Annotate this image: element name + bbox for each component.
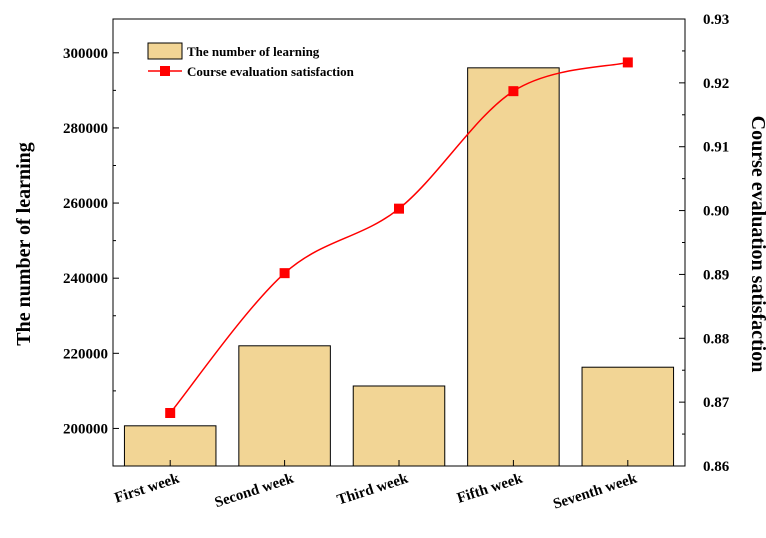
x-tick-label: First week <box>113 470 182 506</box>
right-tick-label: 0.92 <box>703 76 729 92</box>
right-y-axis: 0.86 0.87 0.88 0.89 0.90 0.91 0.92 0.93 <box>679 12 730 475</box>
right-tick-label: 0.89 <box>703 267 729 283</box>
line-series <box>165 57 633 418</box>
line-marker <box>394 203 404 214</box>
right-tick-label: 0.90 <box>703 204 729 220</box>
bar <box>123 425 217 467</box>
left-tick-label: 300000 <box>63 46 108 62</box>
legend-label-bar: The number of learning <box>187 44 320 59</box>
bar <box>467 67 560 467</box>
x-tick-label: Second week <box>213 470 297 511</box>
x-tick-label: Third week <box>335 470 411 508</box>
left-axis-title: The number of learning <box>13 142 35 346</box>
legend: The number of learning Course evaluation… <box>147 42 355 79</box>
legend-swatch-bar <box>147 42 183 60</box>
right-axis-title: Course evaluation satisfaction <box>747 116 766 373</box>
right-tick-label: 0.87 <box>703 395 730 411</box>
left-tick-label: 280000 <box>63 121 108 137</box>
left-tick-label: 200000 <box>63 421 108 437</box>
legend-swatch-marker <box>160 66 170 76</box>
right-tick-label: 0.93 <box>703 12 729 28</box>
bar-series <box>123 67 675 467</box>
left-tick-label: 260000 <box>63 196 108 212</box>
legend-label-line: Course evaluation satisfaction <box>187 64 355 79</box>
x-tick-label: Fifth week <box>455 470 525 506</box>
bar <box>352 385 446 467</box>
right-tick-label: 0.88 <box>703 331 729 347</box>
right-tick-label: 0.91 <box>703 140 729 156</box>
bar <box>581 366 675 467</box>
left-tick-label: 220000 <box>63 346 108 362</box>
left-tick-label: 240000 <box>63 271 108 287</box>
x-axis: First week Second week Third week Fifth wee… <box>113 460 640 513</box>
line-marker <box>165 407 176 418</box>
left-y-axis: 200000 220000 240000 260000 280000 300000 <box>63 46 119 437</box>
bar <box>238 345 331 467</box>
x-tick-label: Seventh week <box>551 470 639 512</box>
line-marker <box>508 86 519 97</box>
line-marker <box>279 268 290 279</box>
right-tick-label: 0.86 <box>703 459 730 475</box>
line-marker <box>622 57 633 68</box>
